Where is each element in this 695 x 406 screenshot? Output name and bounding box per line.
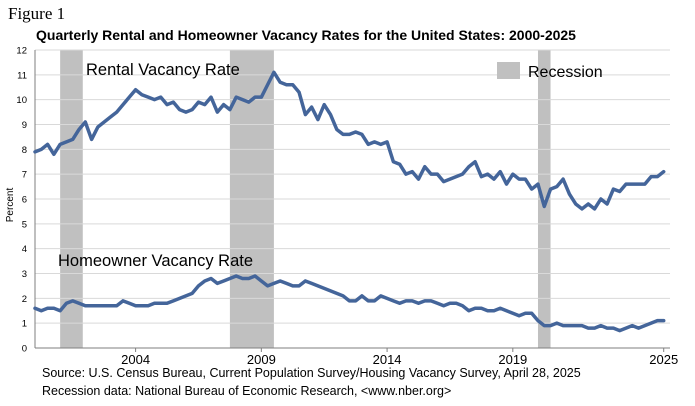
y-tick-label-7: 7 — [22, 170, 27, 181]
figure-label: Figure 1 — [8, 4, 66, 23]
series-line-rental-vacancy — [33, 70, 666, 211]
y-tick-label-11: 11 — [17, 70, 27, 81]
x-tick-label-2014: 2014 — [373, 352, 402, 367]
y-tick-label-0: 0 — [22, 344, 27, 355]
y-tick-label-10: 10 — [16, 95, 27, 106]
annotation-rental: Rental Vacancy Rate — [86, 61, 240, 79]
y-tick-label-9: 9 — [22, 120, 27, 131]
y-tick-label-6: 6 — [22, 195, 27, 206]
series-line-homeowner-vacancy — [33, 274, 666, 333]
chart-title: Quarterly Rental and Homeowner Vacancy R… — [36, 27, 576, 43]
series-lines — [33, 70, 666, 333]
legend-recession-label: Recession — [528, 64, 603, 81]
source-note: Source: U.S. Census Bureau, Current Popu… — [42, 366, 581, 380]
y-axis-label: Percent — [5, 188, 16, 223]
chart-labels: Percent Rental Vacancy Rate Homeowner Va… — [5, 61, 603, 270]
y-tick-label-3: 3 — [22, 269, 27, 280]
y-tick-label-12: 12 — [16, 46, 27, 57]
x-tick-label-2004: 2004 — [121, 352, 150, 367]
y-tick-label-5: 5 — [22, 219, 27, 230]
y-tick-label-2: 2 — [22, 294, 27, 305]
y-tick-label-1: 1 — [22, 319, 27, 330]
recession-source-note: Recession data: National Bureau of Econo… — [42, 384, 452, 398]
x-tick-label-2009: 2009 — [247, 352, 276, 367]
legend-recession-swatch — [497, 62, 520, 79]
y-tick-label-8: 8 — [22, 145, 27, 156]
x-tick-label-2025: 2025 — [649, 352, 678, 367]
y-tick-label-4: 4 — [22, 244, 27, 255]
annotation-homeowner: Homeowner Vacancy Rate — [58, 252, 253, 270]
x-tick-label-2019: 2019 — [498, 352, 527, 367]
